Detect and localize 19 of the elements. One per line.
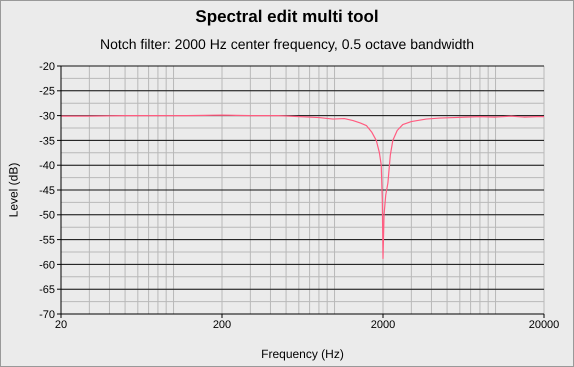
x-tick-label: 200 xyxy=(212,318,232,331)
y-tick-label: -60 xyxy=(39,259,55,272)
y-tick-label: -30 xyxy=(39,110,55,123)
y-axis-title: Level (dB) xyxy=(6,162,20,218)
y-tick-label: -35 xyxy=(39,135,55,148)
x-tick-label: 20000 xyxy=(528,318,560,331)
y-tick-label: -25 xyxy=(39,86,55,98)
y-tick-label: -65 xyxy=(39,284,55,296)
y-tick-label: -50 xyxy=(39,210,55,222)
y-tick-label: -55 xyxy=(39,234,55,247)
chart-title: Spectral edit multi tool xyxy=(194,7,380,27)
y-tick-label: -70 xyxy=(39,308,55,321)
y-tick-label: -45 xyxy=(39,184,55,197)
chart-subtitle: Notch filter: 2000 Hz center frequency, 0.5 octave bandwidth xyxy=(98,36,476,52)
x-tick-label: 2000 xyxy=(370,318,396,331)
x-axis-title: Frequency (Hz) xyxy=(261,347,344,361)
y-tick-label: -20 xyxy=(39,60,55,73)
x-tick-label: 20 xyxy=(54,318,68,331)
y-tick-label: -40 xyxy=(39,160,55,172)
